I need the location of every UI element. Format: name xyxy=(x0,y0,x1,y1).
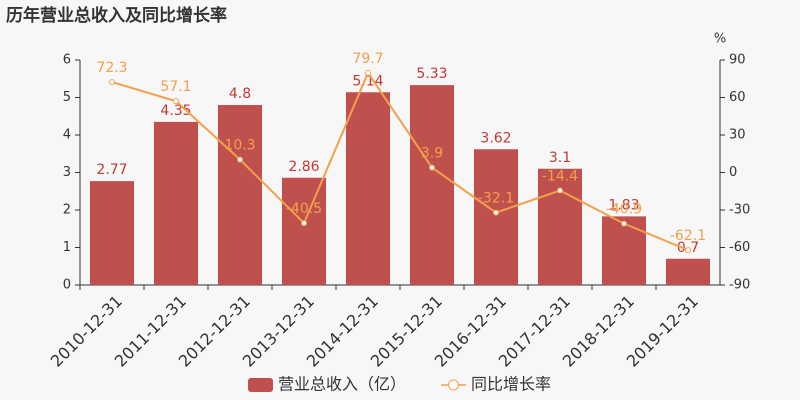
bar-value-label: 3.1 xyxy=(549,150,571,166)
line-point xyxy=(109,79,115,86)
y-tick-label: 5 xyxy=(63,90,71,105)
line-point xyxy=(621,220,627,227)
y2-unit: % xyxy=(714,32,726,47)
line-point xyxy=(493,209,499,216)
line-value-label: -32.1 xyxy=(478,191,514,207)
legend-label: 同比增长率 xyxy=(471,375,551,394)
bar-value-label: 2.86 xyxy=(288,159,319,175)
bar xyxy=(282,177,326,285)
chart-title: 历年营业总收入及同比增长率 xyxy=(6,5,227,26)
bar-value-label: 1.83 xyxy=(608,197,639,213)
bar-value-label: 4.8 xyxy=(229,86,251,102)
line-point xyxy=(237,156,243,163)
line-value-label: 72.3 xyxy=(96,60,127,76)
line-point xyxy=(685,247,691,254)
line xyxy=(111,70,689,252)
y-tick-label: 6 xyxy=(63,53,71,68)
line-point xyxy=(301,220,307,227)
line-value-label: -40.5 xyxy=(286,201,322,217)
line-point xyxy=(173,98,179,105)
bar-value-label: 4.35 xyxy=(160,103,191,119)
y2-tick-label: -60 xyxy=(729,240,750,255)
line-point xyxy=(365,69,371,76)
line-value-label: 79.7 xyxy=(352,51,383,67)
line-value-label: 10.3 xyxy=(224,138,255,154)
line-point xyxy=(429,164,435,171)
line-value-label: -14.4 xyxy=(542,169,578,185)
bar xyxy=(474,149,518,285)
bar xyxy=(154,121,198,285)
y-tick-label: 2 xyxy=(63,203,71,218)
y-tick-label: 3 xyxy=(63,165,71,180)
line-value-label: 57.1 xyxy=(160,79,191,95)
bar xyxy=(666,258,710,285)
y-tick-label: 1 xyxy=(63,240,71,255)
y2-tick-label: -90 xyxy=(729,278,750,293)
line-value-label: -40.9 xyxy=(606,202,642,218)
bar xyxy=(538,168,582,285)
bar xyxy=(218,105,262,285)
legend-swatch xyxy=(248,378,273,392)
y2-tick-label: 0 xyxy=(729,165,737,180)
bar-value-label: 3.62 xyxy=(480,130,511,146)
line-point xyxy=(557,187,563,194)
bar xyxy=(90,181,134,285)
line-value-label: 3.9 xyxy=(421,146,443,162)
y2-tick-label: 30 xyxy=(729,128,746,143)
bar-value-label: 2.77 xyxy=(96,162,127,178)
legend-label: 营业总收入（亿） xyxy=(278,375,406,394)
line-value-label: -62.1 xyxy=(670,228,706,244)
y-tick-label: 0 xyxy=(63,278,71,293)
bar xyxy=(602,216,646,285)
bar xyxy=(346,92,390,285)
bar xyxy=(410,85,454,285)
bar-value-label: 5.33 xyxy=(416,66,447,82)
y2-tick-label: 60 xyxy=(729,90,746,105)
y-tick-label: 4 xyxy=(63,128,71,143)
y2-tick-label: -30 xyxy=(729,203,750,218)
y2-tick-label: 90 xyxy=(729,53,746,68)
legend-swatch xyxy=(448,379,460,391)
